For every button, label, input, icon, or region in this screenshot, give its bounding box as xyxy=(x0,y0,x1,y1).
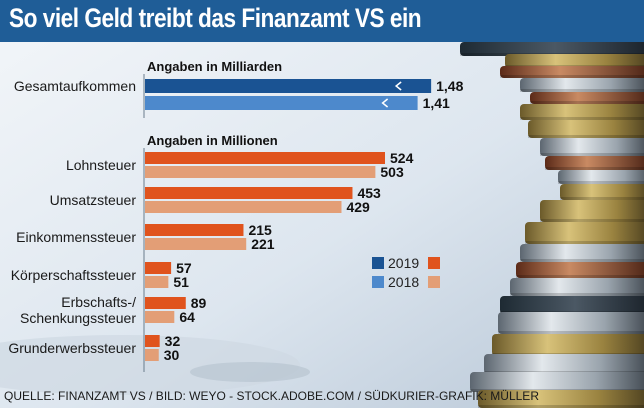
bar-4-2019 xyxy=(145,297,186,309)
value-label-0-2019: 524 xyxy=(390,150,414,166)
value-label-1-2018: 429 xyxy=(346,199,370,215)
billions-bars: Gesamtaufkommen 1,481,41 xyxy=(14,78,464,111)
coin-4 xyxy=(505,54,644,68)
value-label-gesamtaufkommen-2019: 1,48 xyxy=(436,78,463,94)
coin-15 xyxy=(525,222,644,244)
legend-swatch-million-2018 xyxy=(428,276,440,288)
coin-18 xyxy=(510,278,644,296)
legend-swatch-billion-2018 xyxy=(372,276,384,288)
bar-1-2018 xyxy=(145,201,342,213)
subtitle-millions: Angaben in Millionen xyxy=(147,133,278,148)
value-label-3-2018: 51 xyxy=(173,274,189,290)
value-label-4-2018: 64 xyxy=(179,309,195,325)
value-label-3-2019: 57 xyxy=(176,260,192,276)
category-label-0: Lohnsteuer xyxy=(66,157,136,173)
bar-0-2019 xyxy=(145,152,385,164)
coin-12 xyxy=(558,170,644,184)
legend-swatch-million-2019 xyxy=(428,257,440,269)
category-label-1: Umsatzsteuer xyxy=(50,192,137,208)
bar-4-2018 xyxy=(145,311,175,323)
coin-11 xyxy=(545,156,644,170)
bar-chevron-2018 xyxy=(381,98,389,108)
bar-3-2019 xyxy=(145,262,172,274)
value-label-2-2019: 215 xyxy=(248,222,272,238)
coin-8 xyxy=(520,104,644,120)
category-label-3: Körperschaftssteuer xyxy=(11,267,137,283)
coin-5 xyxy=(500,66,644,78)
subtitle-billions: Angaben in Milliarden xyxy=(147,59,282,74)
coin-7 xyxy=(530,92,644,104)
bar-gesamtaufkommen-2019 xyxy=(145,79,432,93)
bar-5-2018 xyxy=(145,349,159,361)
value-label-5-2019: 32 xyxy=(165,333,181,349)
coin-13 xyxy=(560,184,644,200)
value-label-2-2018: 221 xyxy=(251,236,275,252)
bar-chevron-2019 xyxy=(394,81,402,91)
coin-10 xyxy=(540,138,644,156)
coin-14 xyxy=(540,200,644,222)
bar-0-2018 xyxy=(145,166,376,178)
legend-label-2018: 2018 xyxy=(388,274,419,290)
category-label-2: Einkommenssteuer xyxy=(16,229,136,245)
legend-label-2019: 2019 xyxy=(388,255,419,271)
page-title: So viel Geld treibt das Finanzamt VS ein xyxy=(9,3,422,33)
coin-3 xyxy=(460,42,644,56)
value-label-gesamtaufkommen-2018: 1,41 xyxy=(423,95,450,111)
category-label-5: Grunderwerbssteuer xyxy=(8,340,136,356)
category-label-gesamtaufkommen: Gesamtaufkommen xyxy=(14,78,136,94)
legend: 2019 2018 xyxy=(372,255,440,290)
coin-9 xyxy=(528,120,644,138)
bar-5-2019 xyxy=(145,335,160,347)
value-label-4-2019: 89 xyxy=(191,295,207,311)
coin-24 xyxy=(478,390,644,408)
title-bar: So viel Geld treibt das Finanzamt VS ein xyxy=(0,0,644,42)
category-label-4-line-0: Erbschafts-/ xyxy=(61,294,136,310)
coin-22 xyxy=(484,354,644,374)
legend-swatch-billion-2019 xyxy=(372,257,384,269)
coin-17 xyxy=(516,262,644,278)
coin-23 xyxy=(470,372,644,392)
coin-6 xyxy=(520,78,644,92)
value-label-0-2018: 503 xyxy=(380,164,404,180)
coin-21 xyxy=(492,334,644,356)
bar-2-2019 xyxy=(145,224,244,236)
coin-19 xyxy=(500,296,644,314)
coin-20 xyxy=(498,312,644,334)
value-label-5-2018: 30 xyxy=(164,347,180,363)
category-label-4-line-1: Schenkungssteuer xyxy=(20,310,136,326)
bar-gesamtaufkommen-2018 xyxy=(145,96,418,110)
bar-1-2019 xyxy=(145,187,353,199)
coin-16 xyxy=(520,244,644,262)
bar-3-2018 xyxy=(145,276,169,288)
source-credit: QUELLE: FINANZAMT VS / BILD: WEYO - STOC… xyxy=(4,389,539,403)
value-label-1-2019: 453 xyxy=(357,185,381,201)
bar-2-2018 xyxy=(145,238,247,250)
